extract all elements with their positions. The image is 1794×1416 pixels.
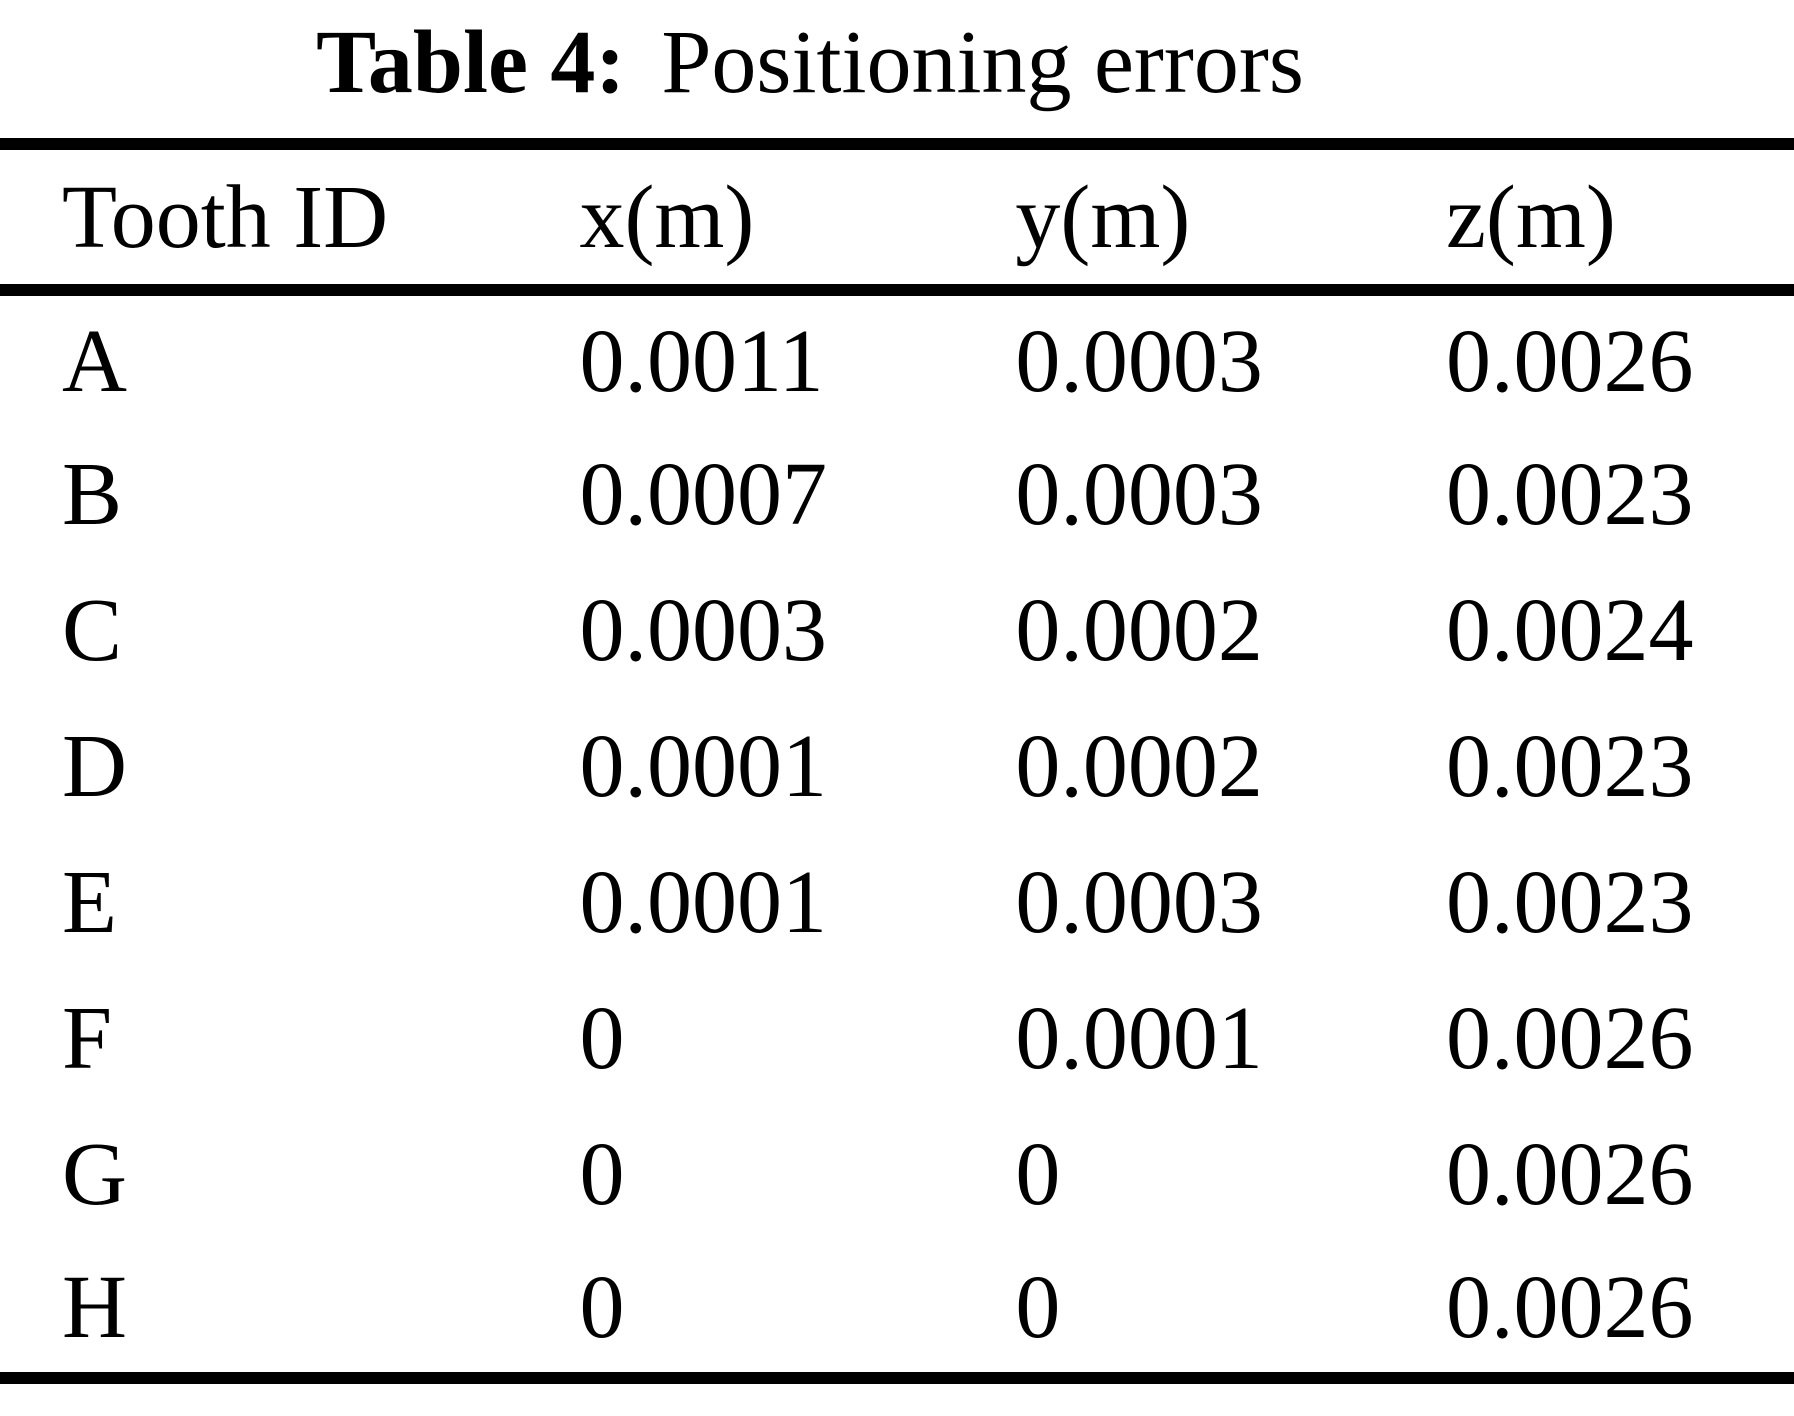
tooth-id-cell: C	[62, 580, 123, 680]
x-value-cell: 0.0001	[579, 716, 827, 816]
tooth-id-cell: F	[62, 988, 113, 1088]
positioning-errors-table: Tooth ID x(m) y(m) z(m) A 0.0011 0.0003 …	[0, 138, 1794, 1384]
z-value-cell: 0.0023	[1445, 444, 1694, 544]
column-header-z: z(m)	[1445, 144, 1794, 296]
x-value-cell: 0	[579, 1124, 625, 1224]
z-value-cell: 0.0026	[1445, 1257, 1694, 1357]
table-row: H 0 0 0.0026	[0, 1242, 1794, 1378]
table-caption-title: Positioning errors	[661, 13, 1304, 112]
y-value-cell: 0.0003	[1015, 852, 1263, 952]
table-row: A 0.0011 0.0003 0.0026	[0, 290, 1794, 426]
table-row: C 0.0003 0.0002 0.0024	[0, 562, 1794, 698]
table-row: F 0 0.0001 0.0026	[0, 970, 1794, 1106]
tooth-id-cell: D	[62, 716, 127, 816]
y-value-cell: 0.0002	[1015, 580, 1263, 680]
table-row: E 0.0001 0.0003 0.0023	[0, 834, 1794, 970]
z-value-cell: 0.0024	[1445, 580, 1694, 680]
tooth-id-cell: E	[62, 852, 117, 952]
x-value-cell: 0.0001	[579, 852, 827, 952]
z-value-cell: 0.0023	[1445, 716, 1694, 816]
z-value-cell: 0.0026	[1445, 1124, 1694, 1224]
tooth-id-cell: A	[62, 311, 127, 411]
table-caption-label: Table 4:	[316, 13, 626, 112]
x-value-cell: 0.0003	[579, 580, 827, 680]
y-value-cell: 0.0001	[1015, 988, 1263, 1088]
y-value-cell: 0	[1015, 1124, 1061, 1224]
table-header-row: Tooth ID x(m) y(m) z(m)	[0, 144, 1794, 296]
z-value-cell: 0.0023	[1445, 852, 1694, 952]
y-value-cell: 0.0003	[1015, 311, 1263, 411]
y-value-cell: 0.0003	[1015, 444, 1263, 544]
table-caption: Table 4: Positioning errors	[0, 0, 1620, 138]
z-value-cell: 0.0026	[1445, 988, 1694, 1088]
x-value-cell: 0.0011	[579, 311, 824, 411]
tooth-id-cell: G	[62, 1124, 127, 1224]
column-header-y: y(m)	[1015, 144, 1446, 296]
column-header-tooth-id: Tooth ID	[0, 144, 580, 296]
tooth-id-cell: B	[62, 444, 123, 544]
table-row: G 0 0 0.0026	[0, 1106, 1794, 1242]
column-header-x: x(m)	[579, 144, 1016, 296]
x-value-cell: 0	[579, 1257, 625, 1357]
x-value-cell: 0	[579, 988, 625, 1088]
table-row: D 0.0001 0.0002 0.0023	[0, 698, 1794, 834]
y-value-cell: 0.0002	[1015, 716, 1263, 816]
table-row: B 0.0007 0.0003 0.0023	[0, 426, 1794, 562]
x-value-cell: 0.0007	[579, 444, 827, 544]
z-value-cell: 0.0026	[1445, 311, 1694, 411]
tooth-id-cell: H	[62, 1257, 127, 1357]
y-value-cell: 0	[1015, 1257, 1061, 1357]
table-body: A 0.0011 0.0003 0.0026 B 0.0007 0.0003 0…	[0, 290, 1794, 1378]
